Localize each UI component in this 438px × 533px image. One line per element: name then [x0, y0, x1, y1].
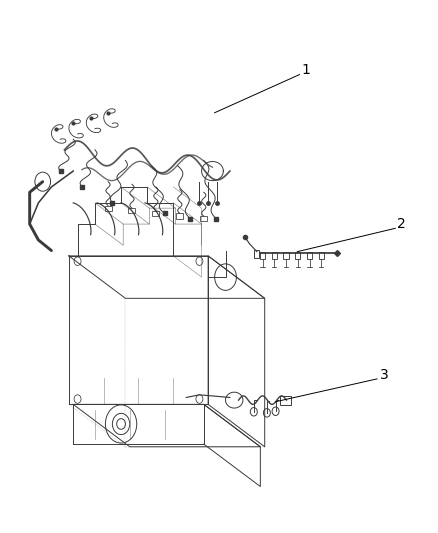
Bar — [254, 249, 259, 258]
Text: 3: 3 — [380, 368, 389, 382]
Bar — [200, 216, 207, 221]
Bar — [319, 252, 324, 259]
Bar — [280, 396, 291, 406]
Bar — [260, 252, 265, 259]
Bar — [307, 252, 312, 259]
Text: 1: 1 — [302, 63, 311, 77]
Bar — [177, 214, 184, 219]
Bar — [105, 206, 112, 211]
Text: 2: 2 — [397, 217, 406, 231]
Bar — [283, 252, 289, 259]
Bar — [295, 252, 300, 259]
Bar — [272, 252, 277, 259]
Bar — [128, 208, 135, 214]
Bar — [152, 211, 159, 216]
